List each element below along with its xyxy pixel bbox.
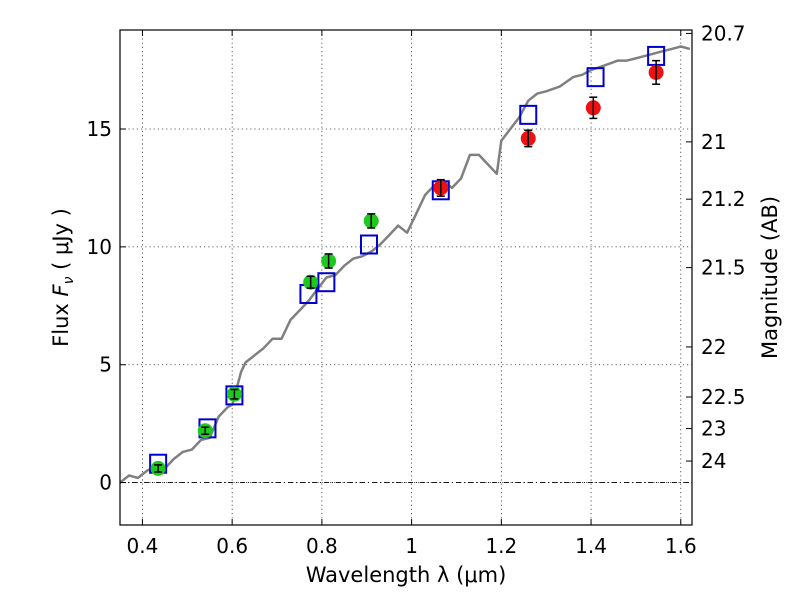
plot-area	[119, 45, 691, 484]
grid	[120, 30, 692, 525]
y2-tick-label: 21.5	[701, 256, 746, 280]
y2-tick-label: 22.5	[701, 385, 746, 409]
y-axis-label: Flux Fν ( μJy )	[49, 208, 77, 347]
x-tick-label: 1.2	[485, 534, 517, 558]
y-axis-label-suffix: ( μJy )	[49, 208, 73, 276]
y2-axis-label: Magnitude (AB)	[758, 196, 782, 359]
model-photometry-square	[586, 67, 605, 88]
y-axis-label-subscript: ν	[61, 276, 77, 284]
y2-tick-label: 20.7	[701, 21, 746, 45]
x-tick-label: 0.8	[306, 534, 338, 558]
x-axis-label: Wavelength λ (μm)	[306, 563, 507, 587]
y2-tick-label: 21.2	[701, 187, 746, 211]
y2-tick-label: 22	[701, 335, 726, 359]
plot-frame	[119, 29, 693, 526]
y2-tick-label: 21	[701, 130, 726, 154]
x-tick-label: 1.6	[665, 534, 697, 558]
y-tick-label: 0	[99, 471, 112, 495]
model-photometry-square	[317, 272, 336, 293]
y-tick-label: 15	[87, 117, 112, 141]
y-axis-label-symbol: F	[49, 284, 73, 297]
x-tick-label: 0.6	[216, 534, 248, 558]
y2-tick-label: 23	[701, 417, 726, 441]
y-axis-label-prefix: Flux	[49, 297, 73, 347]
axis-ticks: 0.4 0.6 0.8 1 1.2 1.4 1.6 0 5 10 15 20.7 21 21.2 21.5 2…	[87, 21, 746, 558]
model-photometry-square	[519, 104, 538, 125]
model-photometry-square	[359, 234, 378, 255]
x-tick-label: 1	[405, 534, 418, 558]
y2-tick-label: 24	[701, 449, 726, 473]
spectrum-line	[119, 45, 691, 484]
x-tick-label: 1.4	[575, 534, 607, 558]
y-tick-label: 5	[99, 353, 112, 377]
model-photometry-square	[225, 385, 244, 406]
y-tick-label: 10	[87, 235, 112, 259]
x-tick-label: 0.4	[127, 534, 159, 558]
